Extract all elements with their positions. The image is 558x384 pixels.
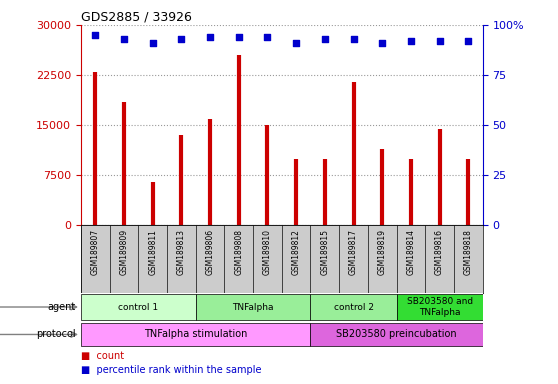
Text: GSM189809: GSM189809 bbox=[119, 229, 128, 275]
Bar bbox=[81, 294, 196, 320]
Bar bbox=[425, 225, 454, 293]
Text: GSM189810: GSM189810 bbox=[263, 229, 272, 275]
Text: GSM189813: GSM189813 bbox=[177, 229, 186, 275]
Text: SB203580 preincubation: SB203580 preincubation bbox=[336, 329, 457, 339]
Bar bbox=[253, 225, 282, 293]
Text: GSM189808: GSM189808 bbox=[234, 229, 243, 275]
Bar bbox=[109, 225, 138, 293]
Bar bbox=[310, 225, 339, 293]
Bar bbox=[196, 294, 310, 320]
Bar bbox=[81, 225, 109, 293]
Text: GSM189819: GSM189819 bbox=[378, 229, 387, 275]
Text: GSM189816: GSM189816 bbox=[435, 229, 444, 275]
Text: GDS2885 / 33926: GDS2885 / 33926 bbox=[81, 11, 192, 24]
Bar bbox=[138, 225, 167, 293]
Bar bbox=[339, 225, 368, 293]
Point bbox=[148, 40, 157, 46]
Point bbox=[320, 36, 329, 42]
Bar bbox=[397, 294, 483, 320]
Point bbox=[378, 40, 387, 46]
Text: control 1: control 1 bbox=[118, 303, 158, 311]
Point bbox=[91, 32, 100, 38]
Bar bbox=[368, 225, 397, 293]
Point bbox=[263, 34, 272, 40]
Text: GSM189812: GSM189812 bbox=[292, 229, 301, 275]
Text: TNFalpha stimulation: TNFalpha stimulation bbox=[144, 329, 247, 339]
Point bbox=[464, 38, 473, 44]
Text: GSM189806: GSM189806 bbox=[205, 229, 214, 275]
Bar bbox=[224, 225, 253, 293]
Bar bbox=[397, 225, 425, 293]
Point bbox=[205, 34, 214, 40]
Point bbox=[435, 38, 444, 44]
Point bbox=[234, 34, 243, 40]
Text: agent: agent bbox=[47, 302, 75, 312]
Point bbox=[177, 36, 186, 42]
Point bbox=[349, 36, 358, 42]
Text: GSM189815: GSM189815 bbox=[320, 229, 329, 275]
Bar bbox=[310, 294, 397, 320]
Text: SB203580 and
TNFalpha: SB203580 and TNFalpha bbox=[407, 297, 473, 317]
Text: GSM189814: GSM189814 bbox=[406, 229, 415, 275]
Text: GSM189818: GSM189818 bbox=[464, 229, 473, 275]
Text: protocol: protocol bbox=[36, 329, 75, 339]
Text: ■  count: ■ count bbox=[81, 351, 124, 361]
Text: ■  percentile rank within the sample: ■ percentile rank within the sample bbox=[81, 365, 261, 375]
Bar bbox=[196, 225, 224, 293]
Bar bbox=[167, 225, 196, 293]
Text: GSM189807: GSM189807 bbox=[91, 229, 100, 275]
Bar bbox=[310, 323, 483, 346]
Point bbox=[292, 40, 301, 46]
Bar bbox=[81, 323, 310, 346]
Text: control 2: control 2 bbox=[334, 303, 373, 311]
Point bbox=[119, 36, 128, 42]
Text: GSM189811: GSM189811 bbox=[148, 229, 157, 275]
Bar bbox=[282, 225, 310, 293]
Bar bbox=[454, 225, 483, 293]
Text: GSM189817: GSM189817 bbox=[349, 229, 358, 275]
Text: TNFalpha: TNFalpha bbox=[232, 303, 274, 311]
Point bbox=[406, 38, 415, 44]
